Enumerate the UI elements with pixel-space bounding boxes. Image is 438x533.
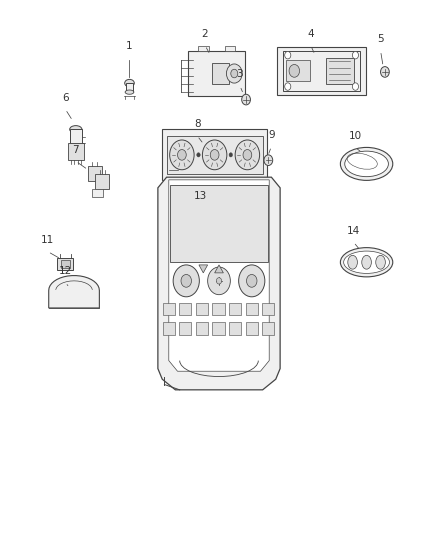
Polygon shape — [215, 265, 223, 273]
Circle shape — [353, 52, 358, 59]
Text: 11: 11 — [41, 235, 54, 245]
FancyBboxPatch shape — [68, 143, 84, 160]
Circle shape — [173, 265, 199, 297]
FancyBboxPatch shape — [229, 303, 241, 316]
Ellipse shape — [340, 148, 393, 180]
Circle shape — [229, 153, 233, 157]
FancyBboxPatch shape — [277, 47, 366, 95]
Text: 1: 1 — [126, 41, 133, 51]
Ellipse shape — [340, 248, 393, 277]
Ellipse shape — [376, 255, 385, 269]
FancyBboxPatch shape — [212, 303, 225, 316]
Text: 8: 8 — [194, 119, 201, 130]
FancyBboxPatch shape — [88, 166, 102, 181]
Circle shape — [216, 278, 222, 284]
Circle shape — [226, 64, 242, 83]
FancyBboxPatch shape — [286, 60, 310, 82]
FancyBboxPatch shape — [170, 185, 268, 262]
FancyBboxPatch shape — [179, 322, 191, 335]
Text: 14: 14 — [347, 225, 360, 236]
Circle shape — [170, 140, 194, 169]
Text: 5: 5 — [377, 34, 384, 44]
Circle shape — [289, 64, 300, 77]
FancyBboxPatch shape — [283, 51, 360, 91]
Circle shape — [231, 69, 238, 78]
FancyBboxPatch shape — [162, 322, 175, 335]
Polygon shape — [158, 177, 280, 390]
FancyBboxPatch shape — [70, 130, 82, 143]
FancyBboxPatch shape — [57, 258, 73, 270]
Circle shape — [285, 83, 291, 90]
FancyBboxPatch shape — [229, 322, 241, 335]
Circle shape — [210, 150, 219, 160]
FancyBboxPatch shape — [262, 303, 275, 316]
Text: 3: 3 — [237, 69, 243, 79]
Ellipse shape — [362, 255, 371, 269]
Circle shape — [242, 94, 251, 105]
FancyBboxPatch shape — [188, 51, 245, 96]
Circle shape — [247, 274, 257, 287]
Circle shape — [264, 155, 273, 165]
Polygon shape — [169, 180, 269, 371]
Text: 6: 6 — [62, 93, 69, 103]
Text: 10: 10 — [349, 131, 362, 141]
FancyBboxPatch shape — [95, 174, 110, 189]
Circle shape — [353, 83, 358, 90]
Ellipse shape — [125, 90, 134, 94]
FancyBboxPatch shape — [262, 322, 275, 335]
Circle shape — [243, 150, 252, 160]
Ellipse shape — [125, 79, 134, 87]
Polygon shape — [199, 265, 208, 273]
Ellipse shape — [345, 151, 389, 176]
FancyBboxPatch shape — [126, 83, 133, 92]
Circle shape — [285, 52, 291, 59]
Circle shape — [239, 265, 265, 297]
FancyBboxPatch shape — [246, 303, 258, 316]
FancyBboxPatch shape — [326, 58, 354, 84]
Circle shape — [197, 153, 200, 157]
Text: 9: 9 — [268, 130, 275, 140]
FancyBboxPatch shape — [162, 130, 267, 180]
FancyBboxPatch shape — [179, 303, 191, 316]
Circle shape — [235, 140, 260, 169]
Text: 4: 4 — [307, 29, 314, 39]
FancyBboxPatch shape — [212, 63, 229, 84]
Polygon shape — [49, 276, 99, 308]
Circle shape — [181, 274, 191, 287]
FancyBboxPatch shape — [212, 322, 225, 335]
FancyBboxPatch shape — [162, 303, 175, 316]
Circle shape — [202, 140, 227, 169]
Ellipse shape — [348, 255, 357, 269]
Circle shape — [177, 150, 186, 160]
FancyBboxPatch shape — [196, 322, 208, 335]
Ellipse shape — [70, 126, 82, 133]
Circle shape — [208, 267, 230, 295]
FancyBboxPatch shape — [225, 46, 235, 51]
Ellipse shape — [344, 251, 389, 273]
Text: 12: 12 — [59, 266, 72, 276]
FancyBboxPatch shape — [198, 46, 209, 51]
Text: 13: 13 — [194, 191, 207, 200]
FancyBboxPatch shape — [92, 189, 103, 197]
Circle shape — [381, 67, 389, 77]
Text: 7: 7 — [72, 145, 79, 155]
Text: 2: 2 — [202, 29, 208, 39]
FancyBboxPatch shape — [246, 322, 258, 335]
FancyBboxPatch shape — [166, 136, 263, 174]
FancyBboxPatch shape — [61, 260, 70, 268]
FancyBboxPatch shape — [196, 303, 208, 316]
